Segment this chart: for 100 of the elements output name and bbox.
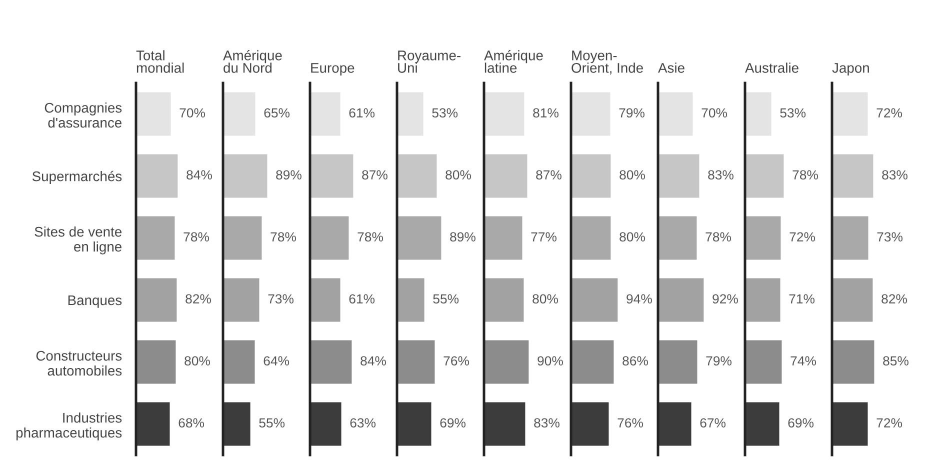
data-label: 89%: [276, 170, 302, 180]
data-label: 82%: [882, 294, 907, 304]
data-label: 70%: [180, 108, 206, 118]
data-label: 65%: [264, 108, 290, 118]
bar: [745, 92, 772, 136]
chart-title: Europe: [311, 63, 354, 76]
data-label: 82%: [186, 294, 211, 304]
data-label: 61%: [349, 108, 375, 118]
bar: [832, 216, 868, 260]
data-label: 68%: [178, 418, 204, 428]
data-label: 78%: [706, 232, 731, 242]
data-label: 55%: [259, 418, 285, 428]
data-label: 87%: [536, 170, 562, 180]
data-label: 55%: [433, 294, 459, 304]
data-label: 81%: [533, 108, 558, 118]
data-label: 72%: [790, 232, 816, 242]
data-label: 69%: [788, 418, 814, 428]
data-label: 64%: [264, 356, 290, 366]
bar: [832, 278, 873, 322]
bar: [397, 402, 432, 446]
data-label: 83%: [882, 170, 908, 180]
chart-title: Japon: [832, 63, 869, 76]
data-label: 80%: [532, 294, 558, 304]
data-label: 79%: [619, 108, 644, 118]
bar: [658, 154, 700, 198]
y-tick-label: Industries pharmaceutiques: [16, 412, 122, 440]
bar: [397, 278, 424, 322]
bar: [484, 154, 528, 198]
bar: [658, 402, 692, 446]
bar: [658, 216, 697, 260]
bar: [658, 278, 704, 322]
data-label: 76%: [444, 356, 470, 366]
bar: [310, 216, 349, 260]
bar: [745, 278, 780, 322]
data-label: 78%: [792, 170, 818, 180]
data-label: 87%: [362, 170, 388, 180]
data-label: 72%: [876, 418, 902, 428]
data-label: 70%: [702, 108, 728, 118]
chart-title: Royaume- Uni: [398, 50, 460, 73]
data-label: 74%: [790, 356, 816, 366]
bar: [310, 278, 340, 322]
bar: [223, 92, 256, 136]
data-label: 78%: [358, 232, 383, 242]
data-label: 94%: [626, 294, 652, 304]
data-label: 73%: [268, 294, 294, 304]
data-label: 86%: [622, 356, 648, 366]
bar: [310, 154, 354, 198]
data-label: 71%: [789, 294, 815, 304]
bar: [571, 340, 614, 384]
bar: [484, 340, 529, 384]
chart-title: Moyen- Orient, Inde: [572, 50, 643, 74]
data-label: 84%: [186, 170, 212, 180]
data-label: 79%: [706, 356, 732, 366]
data-label: 89%: [450, 232, 476, 242]
bar: [136, 216, 175, 260]
data-label: 72%: [876, 108, 902, 118]
data-label: 90%: [538, 356, 563, 366]
bar: [484, 278, 524, 322]
data-label: 61%: [349, 294, 375, 304]
data-label: 85%: [883, 356, 908, 366]
y-tick-label: Sites de vente en ligne: [34, 226, 122, 254]
bar: [310, 402, 342, 446]
bar: [571, 402, 609, 446]
bar: [397, 340, 435, 384]
bar: [571, 278, 618, 322]
chart-title: Amérique latine: [484, 50, 543, 73]
y-tick-label: Banques: [68, 295, 122, 308]
bar: [136, 278, 177, 322]
bar: [223, 340, 255, 384]
data-label: 84%: [360, 356, 386, 366]
data-label: 73%: [877, 232, 903, 242]
bar: [658, 92, 693, 136]
bar: [136, 92, 171, 136]
bar: [832, 154, 874, 198]
bar: [745, 154, 784, 198]
bar: [571, 154, 611, 198]
data-label: 83%: [534, 418, 560, 428]
data-label: 78%: [270, 232, 296, 242]
data-label: 80%: [446, 170, 471, 180]
y-tick-label: Supermarchés: [32, 170, 122, 184]
bar: [397, 216, 442, 260]
bar: [397, 92, 424, 136]
bar: [223, 402, 250, 446]
data-label: 53%: [780, 108, 806, 118]
bar: [658, 340, 698, 384]
bar: [832, 340, 874, 384]
chart-title: Total mondial: [136, 50, 184, 73]
bar: [745, 340, 782, 384]
bar: [310, 340, 352, 384]
data-label: 80%: [184, 356, 210, 366]
bar: [223, 278, 260, 322]
bar: [484, 402, 526, 446]
data-label: 83%: [708, 170, 734, 180]
y-tick-label: Compagnies d'assurance: [44, 102, 122, 128]
bar: [832, 92, 868, 136]
bar: [832, 402, 868, 446]
chart-title: Australie: [745, 62, 798, 73]
bar: [484, 92, 524, 136]
y-tick-label: Constructeurs automobiles: [36, 350, 122, 376]
bar: [571, 216, 611, 260]
